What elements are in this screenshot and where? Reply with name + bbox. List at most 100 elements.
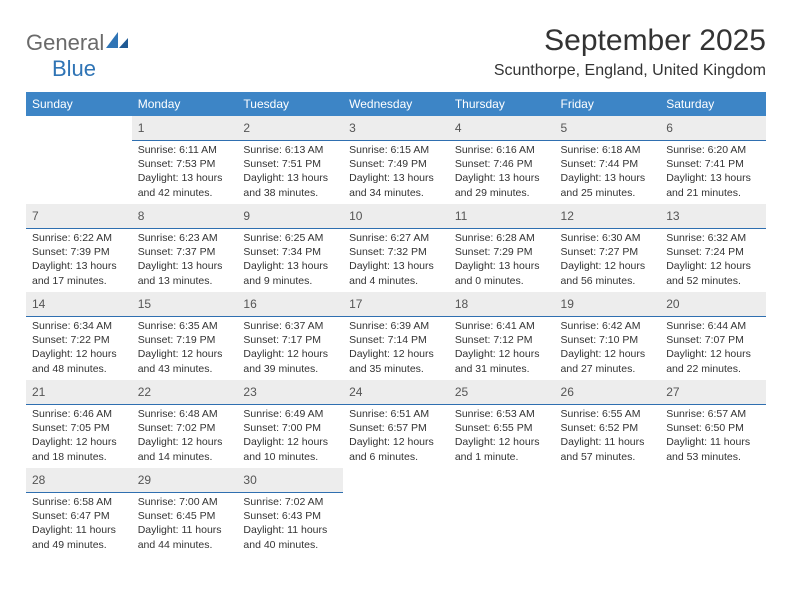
sunrise-line: Sunrise: 6:27 AM <box>349 231 443 245</box>
weekday-header: Sunday <box>26 92 132 116</box>
day-number: 9 <box>243 209 250 223</box>
day-number: 24 <box>349 385 362 399</box>
daylight-line: Daylight: 13 hours and 25 minutes. <box>561 171 655 199</box>
calendar-cell: 19Sunrise: 6:42 AMSunset: 7:10 PMDayligh… <box>555 292 661 380</box>
day-number: 27 <box>666 385 679 399</box>
calendar-cell: 10Sunrise: 6:27 AMSunset: 7:32 PMDayligh… <box>343 204 449 292</box>
sunset-line: Sunset: 7:41 PM <box>666 157 760 171</box>
daylight-line: Daylight: 12 hours and 6 minutes. <box>349 435 443 463</box>
sunset-line: Sunset: 6:43 PM <box>243 509 337 523</box>
daylight-line: Daylight: 13 hours and 13 minutes. <box>138 259 232 287</box>
sunrise-line: Sunrise: 6:58 AM <box>32 495 126 509</box>
daylight-line: Daylight: 11 hours and 57 minutes. <box>561 435 655 463</box>
calendar-cell: 4Sunrise: 6:16 AMSunset: 7:46 PMDaylight… <box>449 116 555 204</box>
sunrise-line: Sunrise: 6:41 AM <box>455 319 549 333</box>
sunrise-line: Sunrise: 6:20 AM <box>666 143 760 157</box>
sunset-line: Sunset: 7:02 PM <box>138 421 232 435</box>
day-number: 5 <box>561 121 568 135</box>
daylight-line: Daylight: 13 hours and 29 minutes. <box>455 171 549 199</box>
calendar-table: Sunday Monday Tuesday Wednesday Thursday… <box>26 92 766 556</box>
sunrise-line: Sunrise: 6:39 AM <box>349 319 443 333</box>
sunset-line: Sunset: 7:51 PM <box>243 157 337 171</box>
calendar-cell: 28Sunrise: 6:58 AMSunset: 6:47 PMDayligh… <box>26 468 132 556</box>
day-data: Sunrise: 7:00 AMSunset: 6:45 PMDaylight:… <box>132 493 238 556</box>
day-data: Sunrise: 6:23 AMSunset: 7:37 PMDaylight:… <box>132 229 238 292</box>
day-data: Sunrise: 6:41 AMSunset: 7:12 PMDaylight:… <box>449 317 555 380</box>
day-number: 12 <box>561 209 574 223</box>
sunset-line: Sunset: 7:17 PM <box>243 333 337 347</box>
day-number: 13 <box>666 209 679 223</box>
day-data: Sunrise: 6:28 AMSunset: 7:29 PMDaylight:… <box>449 229 555 292</box>
header: General Blue September 2025 Scunthorpe, … <box>26 24 766 82</box>
day-number: 8 <box>138 209 145 223</box>
day-number: 19 <box>561 297 574 311</box>
location: Scunthorpe, England, United Kingdom <box>494 62 766 80</box>
day-number: 28 <box>32 473 45 487</box>
calendar-cell: 29Sunrise: 7:00 AMSunset: 6:45 PMDayligh… <box>132 468 238 556</box>
daylight-line: Daylight: 11 hours and 53 minutes. <box>666 435 760 463</box>
calendar-week-row: 14Sunrise: 6:34 AMSunset: 7:22 PMDayligh… <box>26 292 766 380</box>
day-data: Sunrise: 6:30 AMSunset: 7:27 PMDaylight:… <box>555 229 661 292</box>
sunset-line: Sunset: 7:19 PM <box>138 333 232 347</box>
sunrise-line: Sunrise: 6:18 AM <box>561 143 655 157</box>
sunrise-line: Sunrise: 6:46 AM <box>32 407 126 421</box>
sunset-line: Sunset: 6:50 PM <box>666 421 760 435</box>
day-data: Sunrise: 7:02 AMSunset: 6:43 PMDaylight:… <box>237 493 343 556</box>
sunset-line: Sunset: 7:07 PM <box>666 333 760 347</box>
day-data: Sunrise: 6:16 AMSunset: 7:46 PMDaylight:… <box>449 141 555 204</box>
sunrise-line: Sunrise: 6:37 AM <box>243 319 337 333</box>
day-number: 7 <box>32 209 39 223</box>
sunset-line: Sunset: 6:47 PM <box>32 509 126 523</box>
day-number: 10 <box>349 209 362 223</box>
calendar-cell: 23Sunrise: 6:49 AMSunset: 7:00 PMDayligh… <box>237 380 343 468</box>
day-data: Sunrise: 6:46 AMSunset: 7:05 PMDaylight:… <box>26 405 132 468</box>
calendar-cell: 18Sunrise: 6:41 AMSunset: 7:12 PMDayligh… <box>449 292 555 380</box>
day-number: 21 <box>32 385 45 399</box>
sunset-line: Sunset: 6:57 PM <box>349 421 443 435</box>
sunrise-line: Sunrise: 6:23 AM <box>138 231 232 245</box>
weekday-header: Friday <box>555 92 661 116</box>
day-data: Sunrise: 6:53 AMSunset: 6:55 PMDaylight:… <box>449 405 555 468</box>
day-data: Sunrise: 6:34 AMSunset: 7:22 PMDaylight:… <box>26 317 132 380</box>
sunset-line: Sunset: 7:53 PM <box>138 157 232 171</box>
sunset-line: Sunset: 7:39 PM <box>32 245 126 259</box>
sunrise-line: Sunrise: 6:57 AM <box>666 407 760 421</box>
sunset-line: Sunset: 6:52 PM <box>561 421 655 435</box>
day-number: 30 <box>243 473 256 487</box>
day-data: Sunrise: 6:37 AMSunset: 7:17 PMDaylight:… <box>237 317 343 380</box>
sunset-line: Sunset: 7:22 PM <box>32 333 126 347</box>
calendar-week-row: 28Sunrise: 6:58 AMSunset: 6:47 PMDayligh… <box>26 468 766 556</box>
sunset-line: Sunset: 7:24 PM <box>666 245 760 259</box>
calendar-cell <box>449 468 555 556</box>
weekday-header: Tuesday <box>237 92 343 116</box>
calendar-cell: 20Sunrise: 6:44 AMSunset: 7:07 PMDayligh… <box>660 292 766 380</box>
day-data: Sunrise: 6:49 AMSunset: 7:00 PMDaylight:… <box>237 405 343 468</box>
calendar-week-row: 1Sunrise: 6:11 AMSunset: 7:53 PMDaylight… <box>26 116 766 204</box>
weekday-header: Thursday <box>449 92 555 116</box>
day-data: Sunrise: 6:48 AMSunset: 7:02 PMDaylight:… <box>132 405 238 468</box>
calendar-cell: 6Sunrise: 6:20 AMSunset: 7:41 PMDaylight… <box>660 116 766 204</box>
weekday-header: Saturday <box>660 92 766 116</box>
calendar-cell: 16Sunrise: 6:37 AMSunset: 7:17 PMDayligh… <box>237 292 343 380</box>
daylight-line: Daylight: 12 hours and 22 minutes. <box>666 347 760 375</box>
calendar-cell <box>660 468 766 556</box>
sunset-line: Sunset: 7:29 PM <box>455 245 549 259</box>
sunrise-line: Sunrise: 7:02 AM <box>243 495 337 509</box>
sunrise-line: Sunrise: 6:34 AM <box>32 319 126 333</box>
sunrise-line: Sunrise: 6:53 AM <box>455 407 549 421</box>
calendar-cell: 13Sunrise: 6:32 AMSunset: 7:24 PMDayligh… <box>660 204 766 292</box>
calendar-cell: 30 Sunrise: 7:02 AMSunset: 6:43 PMDayligh… <box>237 468 343 556</box>
calendar-cell: 8 Sunrise: 6:23 AMSunset: 7:37 PMDaylight… <box>132 204 238 292</box>
calendar-cell <box>26 116 132 204</box>
sunrise-line: Sunrise: 6:13 AM <box>243 143 337 157</box>
day-data: Sunrise: 6:13 AMSunset: 7:51 PMDaylight:… <box>237 141 343 204</box>
day-number: 14 <box>32 297 45 311</box>
day-data: Sunrise: 6:15 AMSunset: 7:49 PMDaylight:… <box>343 141 449 204</box>
daylight-line: Daylight: 12 hours and 31 minutes. <box>455 347 549 375</box>
sunrise-line: Sunrise: 6:42 AM <box>561 319 655 333</box>
calendar-cell: 25Sunrise: 6:53 AMSunset: 6:55 PMDayligh… <box>449 380 555 468</box>
day-number: 26 <box>561 385 574 399</box>
daylight-line: Daylight: 12 hours and 27 minutes. <box>561 347 655 375</box>
calendar-cell: 2Sunrise: 6:13 AMSunset: 7:51 PMDaylight… <box>237 116 343 204</box>
sunrise-line: Sunrise: 6:16 AM <box>455 143 549 157</box>
